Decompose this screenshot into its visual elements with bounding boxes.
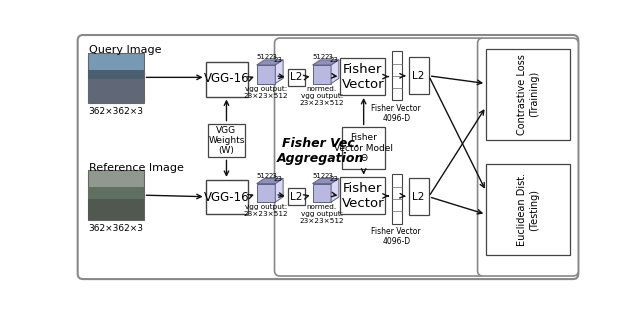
Text: vgg output:
23×23×512: vgg output: 23×23×512 (244, 86, 288, 99)
Polygon shape (312, 60, 339, 65)
FancyBboxPatch shape (340, 178, 385, 214)
Text: Fisher Vector
4096-D: Fisher Vector 4096-D (371, 227, 421, 246)
FancyBboxPatch shape (486, 49, 570, 140)
Text: 23: 23 (268, 173, 277, 179)
FancyBboxPatch shape (288, 69, 305, 86)
Text: 23: 23 (330, 176, 339, 182)
Polygon shape (275, 179, 283, 202)
Text: L2: L2 (413, 71, 425, 81)
FancyBboxPatch shape (88, 199, 143, 220)
Text: 512: 512 (257, 173, 270, 179)
Text: Fisher Vec.
Aggregation: Fisher Vec. Aggregation (276, 137, 364, 165)
FancyBboxPatch shape (288, 188, 305, 205)
Polygon shape (312, 179, 339, 183)
Polygon shape (257, 60, 283, 65)
FancyBboxPatch shape (208, 123, 245, 157)
Text: 23: 23 (268, 54, 277, 60)
FancyBboxPatch shape (88, 79, 143, 103)
FancyBboxPatch shape (205, 180, 248, 214)
Text: 23: 23 (274, 58, 283, 63)
Text: 512: 512 (312, 173, 326, 179)
Text: Fisher
Vector: Fisher Vector (342, 63, 384, 91)
Text: 23: 23 (330, 58, 339, 63)
FancyBboxPatch shape (392, 174, 402, 224)
Text: VGG-16: VGG-16 (204, 191, 250, 204)
Polygon shape (257, 183, 275, 202)
Polygon shape (312, 183, 331, 202)
Text: 362×362×3: 362×362×3 (88, 224, 143, 233)
Text: 512: 512 (312, 54, 326, 60)
FancyBboxPatch shape (408, 178, 429, 215)
Text: 23: 23 (274, 176, 283, 182)
FancyBboxPatch shape (205, 62, 248, 97)
FancyBboxPatch shape (486, 165, 570, 255)
Text: Euclidean Dist.
(Testing): Euclidean Dist. (Testing) (517, 173, 539, 246)
Text: 23: 23 (324, 173, 333, 179)
Polygon shape (275, 60, 283, 84)
Text: normed.
vgg output:
23×23×512: normed. vgg output: 23×23×512 (300, 86, 344, 106)
Polygon shape (331, 60, 339, 84)
Text: 362×362×3: 362×362×3 (88, 107, 143, 116)
FancyBboxPatch shape (88, 170, 143, 220)
Text: vgg output:
23×23×512: vgg output: 23×23×512 (244, 204, 288, 217)
Text: Fisher Vector
4096-D: Fisher Vector 4096-D (371, 104, 421, 123)
Polygon shape (257, 179, 283, 183)
FancyBboxPatch shape (477, 38, 579, 276)
Polygon shape (312, 65, 331, 84)
FancyBboxPatch shape (408, 57, 429, 94)
Text: VGG
Weights
(W): VGG Weights (W) (208, 126, 244, 156)
Polygon shape (331, 179, 339, 202)
Text: 512: 512 (257, 54, 270, 60)
Text: L2: L2 (290, 72, 303, 82)
FancyBboxPatch shape (275, 38, 485, 276)
FancyBboxPatch shape (88, 70, 143, 103)
FancyBboxPatch shape (392, 51, 402, 100)
FancyBboxPatch shape (88, 187, 143, 220)
Text: Contrastive Loss
(Training): Contrastive Loss (Training) (517, 54, 539, 135)
Text: L2: L2 (413, 192, 425, 202)
FancyBboxPatch shape (77, 35, 579, 279)
FancyBboxPatch shape (88, 53, 143, 103)
Text: Reference Image: Reference Image (88, 163, 184, 173)
Text: VGG-16: VGG-16 (204, 72, 250, 86)
FancyBboxPatch shape (342, 128, 385, 169)
Text: normed.
vgg output:
23×23×512: normed. vgg output: 23×23×512 (300, 204, 344, 225)
Polygon shape (257, 65, 275, 84)
Text: 23: 23 (324, 54, 333, 60)
Text: Fisher
Vector: Fisher Vector (342, 182, 384, 210)
Text: L2: L2 (290, 192, 303, 202)
Text: Fisher
Vector Model
Θ: Fisher Vector Model Θ (334, 133, 393, 163)
FancyBboxPatch shape (340, 58, 385, 95)
Text: Query Image: Query Image (88, 45, 161, 55)
